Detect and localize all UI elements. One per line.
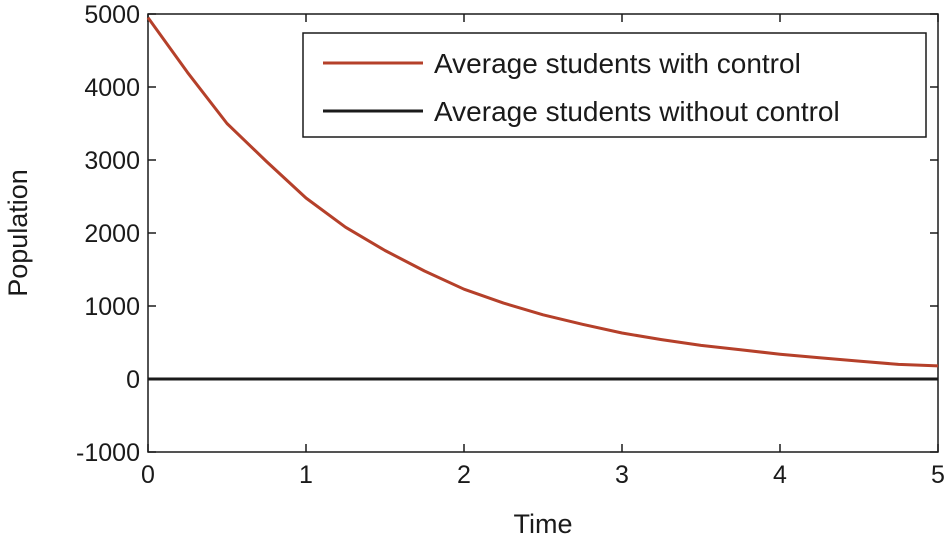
legend-label-with-control: Average students with control bbox=[434, 48, 801, 79]
y-tick-label: 4000 bbox=[84, 74, 140, 102]
y-tick-label: 5000 bbox=[84, 1, 140, 29]
x-tick-label: 2 bbox=[457, 461, 471, 489]
x-tick-label: 3 bbox=[615, 461, 629, 489]
y-tick-label: 1000 bbox=[84, 293, 140, 321]
y-tick-label: 0 bbox=[126, 366, 140, 394]
series-line-with-control bbox=[146, 16, 939, 368]
legend: Average students with control Average st… bbox=[302, 32, 927, 138]
y-axis: -1000 0 1000 2000 3000 4000 5000 bbox=[76, 1, 938, 467]
y-tick-label: 3000 bbox=[84, 147, 140, 175]
x-axis: 0 1 2 3 4 5 bbox=[141, 14, 945, 489]
y-tick-label: 2000 bbox=[84, 220, 140, 248]
x-tick-label: 5 bbox=[931, 461, 945, 489]
y-tick-label: -1000 bbox=[76, 439, 140, 467]
legend-box bbox=[302, 32, 927, 138]
x-tick-label: 0 bbox=[141, 461, 155, 489]
series-layer bbox=[146, 16, 939, 381]
x-tick-label: 4 bbox=[773, 461, 787, 489]
legend-label-without-control: Average students without control bbox=[434, 96, 840, 127]
y-axis-label: Population bbox=[3, 169, 33, 297]
x-tick-label: 1 bbox=[299, 461, 313, 489]
x-axis-label: Time bbox=[514, 509, 573, 539]
